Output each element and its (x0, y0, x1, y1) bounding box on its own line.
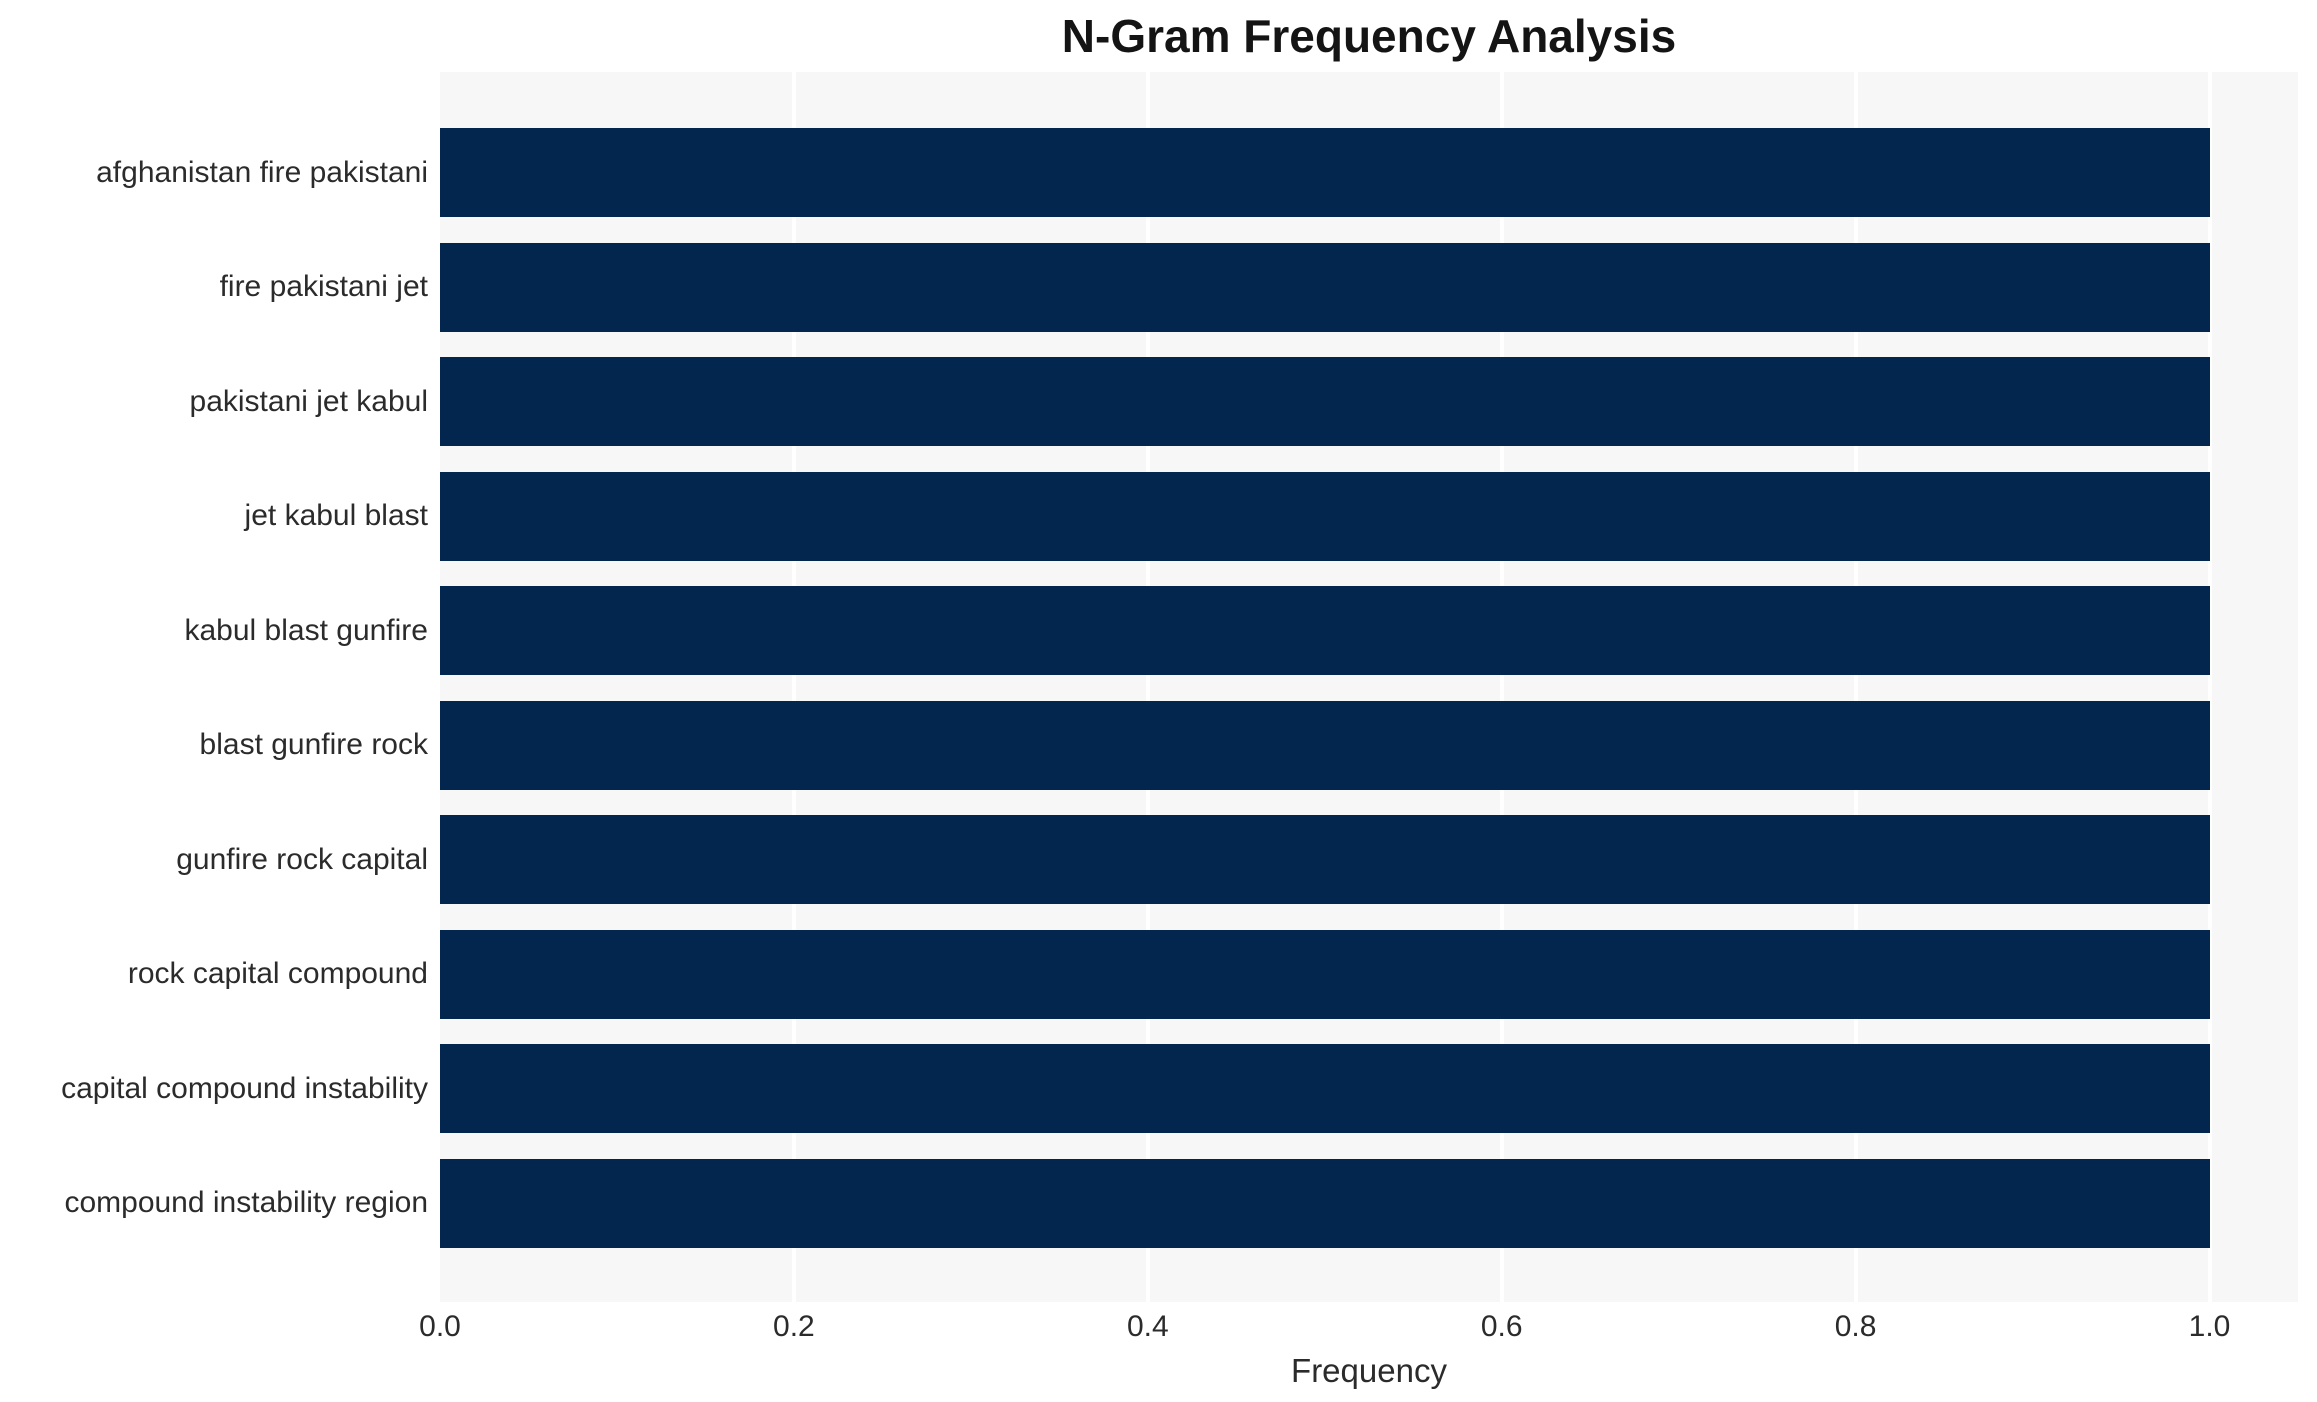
y-tick-label: pakistani jet kabul (189, 384, 428, 418)
gridline-x-0.8 (1853, 72, 1858, 1302)
y-tick-label: afghanistan fire pakistani (96, 155, 428, 189)
chart-title: N-Gram Frequency Analysis (1061, 10, 1677, 62)
x-axis-label: Frequency (1291, 1352, 1447, 1389)
bar (440, 357, 2210, 446)
bar (440, 1044, 2210, 1133)
x-tick-label: 0.8 (1834, 1310, 1877, 1343)
bar (440, 128, 2210, 217)
bar (440, 586, 2210, 675)
bar (440, 815, 2210, 904)
y-tick-label: rock capital compound (127, 957, 428, 990)
bar (440, 471, 2210, 561)
y-tick-label: jet kabul blast (244, 499, 428, 532)
gridline-x-0.6 (1499, 72, 1504, 1302)
x-tick-label: 0.0 (419, 1310, 461, 1343)
gridline-x-0.2 (791, 72, 796, 1302)
plot-area (440, 72, 2298, 1302)
y-tick-label: blast gunfire rock (199, 728, 428, 761)
x-tick-label: 0.2 (773, 1310, 815, 1343)
bar (440, 242, 2210, 332)
x-tick-label: 0.4 (1126, 1310, 1169, 1343)
x-tick-label: 1.0 (2188, 1310, 2231, 1343)
x-axis: 0.0 0.2 0.4 0.6 0.8 1.0 (0, 1310, 2317, 1344)
y-tick-label: gunfire rock capital (176, 842, 428, 876)
x-tick-label: 0.6 (1480, 1310, 1523, 1343)
y-axis: afghanistan fire pakistani fire pakistani… (0, 72, 428, 1302)
y-tick-label: capital compound instability (61, 1071, 428, 1105)
y-tick-label: kabul blast gunfire (184, 613, 429, 647)
gridline-x-0.4 (1145, 72, 1150, 1302)
gridline-x-1.0 (2207, 72, 2212, 1302)
y-tick-label: compound instability region (64, 1186, 428, 1219)
bar (440, 1158, 2210, 1248)
bar (440, 700, 2210, 790)
bar (440, 929, 2210, 1019)
y-tick-label: fire pakistani jet (219, 270, 428, 303)
